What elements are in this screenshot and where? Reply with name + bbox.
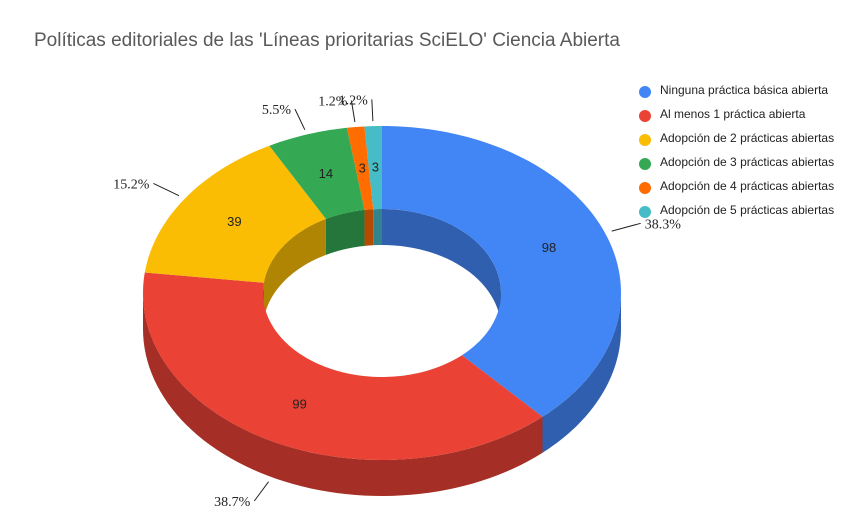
value-labels: 98 99 39 14 3 3 (227, 160, 556, 412)
slice-ninguna-practica-basica-abierta (382, 126, 621, 417)
slice-adopcion-de-3-practicas-abiertas (269, 127, 365, 219)
slice-adopcion-de-4-practicas-abiertas (346, 126, 374, 210)
percent-label-adopcion-de-4-practicas-abiertas: 1.2% (318, 95, 348, 110)
legend-item-ninguna-practica-basica-abierta: Ninguna práctica básica abierta (636, 80, 858, 104)
slice-adopcion-de-5-practicas-abiertas (364, 126, 382, 210)
legend-item-adopcion-de-4-practicas-abiertas: Adopción de 4 prácticas abiertas (636, 176, 858, 200)
inner-wall-adopcion-de-2-practicas-abiertas (263, 218, 326, 319)
percent-labels: 38.3% 38.7% 15.2% 5.5% 1.2%1.2% (113, 93, 681, 510)
inner-wall-adopcion-de-5-practicas-abiertas (373, 209, 382, 246)
donut-sides (143, 209, 621, 496)
percent-label-adopcion-de-5-practicas-abiertas: 1.2% (339, 93, 369, 108)
legend-item-adopcion-de-2-practicas-abiertas: Adopción de 2 prácticas abiertas (636, 128, 858, 152)
leader-line-adopcion-de-3-practicas-abiertas (294, 108, 306, 130)
percent-label-ninguna-practica-basica-abierta: 38.3% (645, 217, 682, 232)
legend-swatch (639, 182, 651, 194)
legend-label: Adopción de 3 prácticas abiertas (660, 155, 835, 169)
leader-line-adopcion-de-5-practicas-abiertas (371, 99, 374, 122)
outer-wall-ninguna-practica-basica-abierta (542, 293, 621, 453)
leader-line-al-menos-1-practica-abierta (253, 481, 270, 502)
slice-adopcion-de-2-practicas-abiertas (144, 145, 326, 283)
legend-label: Adopción de 2 prácticas abiertas (660, 131, 835, 145)
value-label-adopcion-de-4-practicas-abiertas: 3 (359, 160, 366, 175)
legend-label: Adopción de 4 prácticas abiertas (660, 179, 835, 193)
chart-title: Políticas editoriales de las 'Líneas pri… (34, 30, 620, 51)
slice-al-menos-1-practica-abierta (143, 272, 543, 460)
legend-swatch (639, 158, 651, 170)
value-label-al-menos-1-practica-abierta: 99 (292, 396, 306, 411)
legend: Ninguna práctica básica abierta Al menos … (636, 80, 858, 224)
percent-label-al-menos-1-practica-abierta: 38.7% (214, 495, 251, 510)
value-label-adopcion-de-3-practicas-abiertas: 14 (319, 166, 333, 181)
legend-item-al-menos-1-practica-abierta: Al menos 1 práctica abierta (636, 104, 858, 128)
legend-swatch (639, 206, 651, 218)
legend-item-adopcion-de-5-practicas-abiertas: Adopción de 5 prácticas abiertas (636, 200, 858, 224)
value-label-adopcion-de-5-practicas-abiertas: 3 (372, 160, 379, 175)
inner-wall-adopcion-de-4-practicas-abiertas (364, 209, 374, 246)
leader-line-adopcion-de-2-practicas-abiertas (153, 182, 180, 197)
leader-line-ninguna-practica-basica-abierta (611, 222, 641, 232)
percent-label-adopcion-de-2-practicas-abiertas: 15.2% (113, 177, 150, 192)
leader-line-adopcion-de-4-practicas-abiertas (350, 100, 356, 123)
outer-wall-al-menos-1-practica-abierta (143, 293, 543, 496)
legend-label: Adopción de 5 prácticas abiertas (660, 203, 835, 217)
donut-tops (143, 126, 621, 460)
value-label-ninguna-practica-basica-abierta: 98 (542, 240, 556, 255)
legend-swatch (639, 134, 651, 146)
inner-wall-adopcion-de-3-practicas-abiertas (325, 209, 365, 255)
percent-label-adopcion-de-3-practicas-abiertas: 5.5% (262, 103, 292, 118)
value-label-adopcion-de-2-practicas-abiertas: 39 (227, 214, 241, 229)
legend-label: Ninguna práctica básica abierta (660, 83, 829, 97)
legend-label: Al menos 1 práctica abierta (660, 107, 806, 121)
legend-item-adopcion-de-3-practicas-abiertas: Adopción de 3 prácticas abiertas (636, 152, 858, 176)
legend-swatch (639, 110, 651, 122)
legend-swatch (639, 86, 651, 98)
inner-wall-ninguna-practica-basica-abierta (382, 209, 501, 329)
